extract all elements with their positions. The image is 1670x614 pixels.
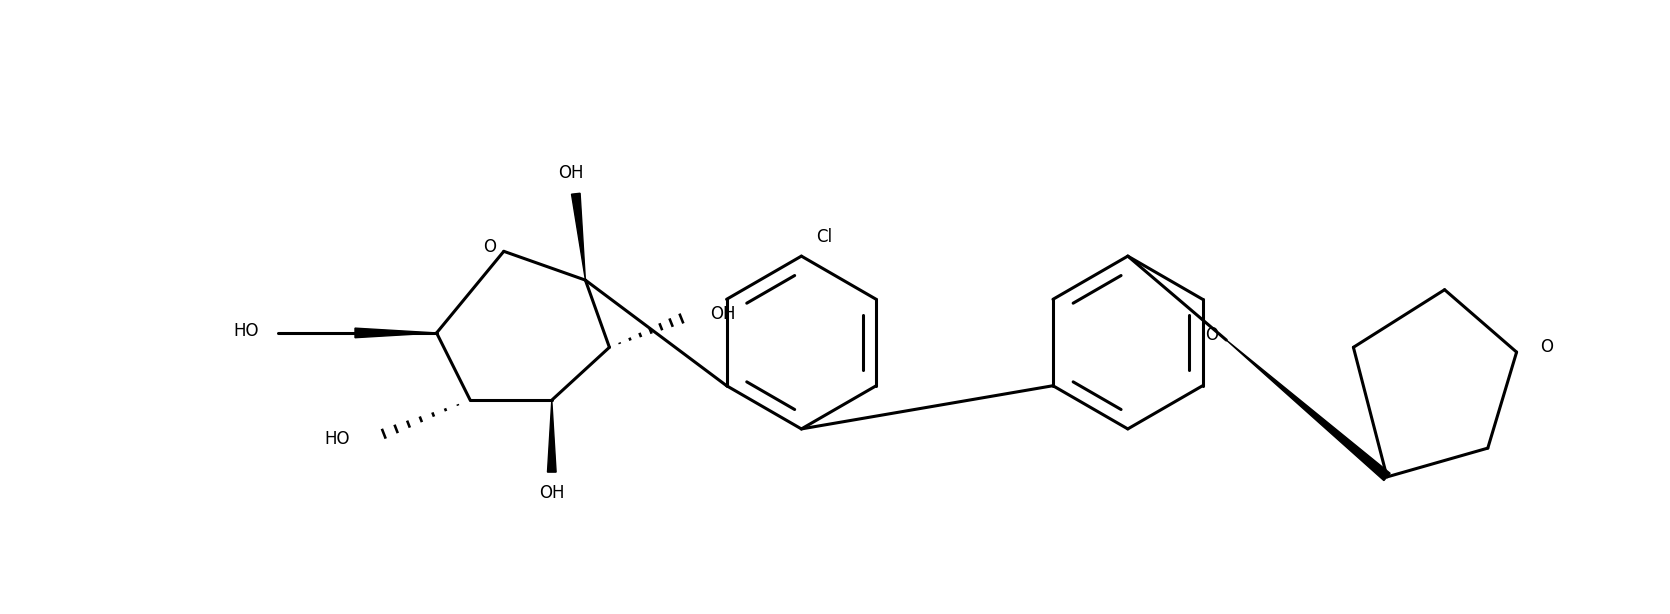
Polygon shape [548, 400, 556, 472]
Polygon shape [571, 193, 586, 280]
Polygon shape [356, 328, 436, 338]
Text: O: O [1541, 338, 1553, 356]
Text: HO: HO [234, 322, 259, 340]
Text: HO: HO [324, 430, 351, 448]
Text: OH: OH [539, 484, 564, 502]
Text: OH: OH [558, 163, 584, 182]
Text: O: O [1206, 326, 1219, 344]
Text: Cl: Cl [817, 228, 832, 246]
Text: O: O [483, 238, 496, 255]
Polygon shape [1226, 340, 1389, 481]
Text: OH: OH [710, 305, 736, 323]
